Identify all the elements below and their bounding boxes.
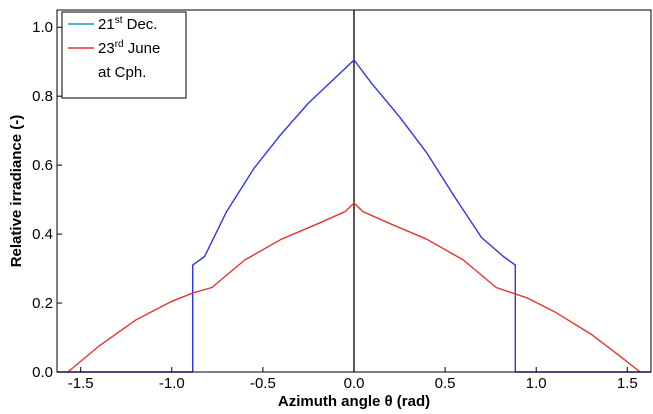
y-axis-title: Relative irradiance (-) bbox=[8, 115, 25, 268]
y-tick-label: 0.6 bbox=[32, 157, 53, 174]
x-tick-label: 1.0 bbox=[526, 375, 547, 392]
y-tick-label: 0.2 bbox=[32, 295, 53, 312]
x-tick-label: -1.0 bbox=[159, 375, 185, 392]
x-tick-label: 0.5 bbox=[435, 375, 456, 392]
legend-label-2: 23rd June bbox=[98, 39, 160, 57]
axes: -1.5 -1.0 -0.5 0.0 0.5 1.0 1.5 0.0 0.2 0.4 0.6 0.8 1… bbox=[32, 9, 652, 392]
x-tick-label: -0.5 bbox=[250, 375, 276, 392]
x-tick-label: 0.0 bbox=[344, 375, 365, 392]
x-tick-label: -1.5 bbox=[68, 375, 94, 392]
x-axis-title: Azimuth angle θ (rad) bbox=[278, 393, 430, 410]
y-tick-label: 1.0 bbox=[32, 19, 53, 36]
legend-label-3: at Cph. bbox=[98, 64, 146, 81]
y-tick-label: 0.0 bbox=[32, 364, 53, 381]
plot-area bbox=[57, 10, 651, 373]
series-line-1 bbox=[57, 59, 651, 373]
y-tick-label: 0.4 bbox=[32, 226, 53, 243]
legend-box bbox=[61, 11, 187, 99]
legend-label-1: 21st Dec. bbox=[98, 15, 157, 33]
legend: 21st Dec. 23rd June at Cph. bbox=[61, 11, 187, 99]
y-tick-label: 0.8 bbox=[32, 88, 53, 105]
x-tick-label: 1.5 bbox=[617, 375, 638, 392]
series-line-2 bbox=[67, 202, 641, 373]
